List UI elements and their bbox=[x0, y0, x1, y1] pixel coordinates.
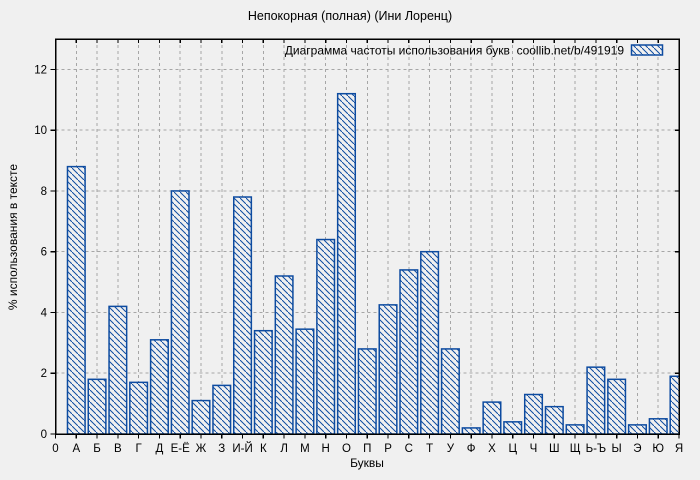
x-tick-label: К bbox=[260, 443, 267, 455]
axis-ticks bbox=[50, 39, 680, 439]
y-tick-label: 8 bbox=[41, 186, 47, 198]
bar-Г bbox=[129, 381, 149, 434]
y-tick-label: 6 bbox=[41, 247, 47, 259]
x-tick-label: Ю bbox=[652, 443, 664, 455]
x-tick-label: З bbox=[218, 443, 225, 455]
x-axis-label: Буквы bbox=[350, 456, 384, 470]
x-tick-label: С bbox=[405, 443, 413, 455]
x-tick-label: Н bbox=[322, 443, 330, 455]
bar-Э bbox=[627, 424, 647, 434]
y-tick-label: 0 bbox=[41, 429, 47, 441]
x-tick-label: Х bbox=[488, 443, 496, 455]
bar-Е-Ё bbox=[170, 190, 190, 434]
x-tick-label: А bbox=[72, 443, 80, 455]
bar-Ы bbox=[607, 378, 627, 434]
y-tick-label: 4 bbox=[41, 307, 48, 319]
x-tick-label: М bbox=[300, 443, 310, 455]
bar-Ц bbox=[503, 421, 523, 434]
bars-group bbox=[66, 92, 679, 434]
bar-Щ bbox=[565, 424, 585, 434]
bar-И-Й bbox=[233, 196, 253, 434]
bar-У bbox=[440, 348, 460, 434]
bar-С bbox=[399, 269, 419, 434]
x-tick-label: Б bbox=[93, 443, 101, 455]
bar-Р bbox=[378, 304, 398, 434]
bar-Ь-Ъ bbox=[586, 366, 606, 434]
x-tick-label: О bbox=[342, 443, 351, 455]
y-tick-label: 2 bbox=[41, 368, 47, 380]
x-tick-label: И-Й bbox=[232, 442, 252, 455]
bar-М bbox=[295, 328, 315, 434]
bar-З bbox=[212, 384, 232, 434]
legend-label: Диаграмма частоты использования букв coo… bbox=[285, 44, 625, 58]
x-tick-label: Ш bbox=[549, 443, 560, 455]
x-tick-label: Л bbox=[280, 443, 288, 455]
bar-Ш bbox=[544, 405, 564, 434]
bar-Л bbox=[274, 275, 294, 434]
bar-Т bbox=[420, 250, 440, 434]
bar-Д bbox=[149, 339, 169, 434]
x-tick-label: П bbox=[363, 443, 371, 455]
x-tick-label: Я bbox=[675, 443, 683, 455]
x-tick-label: Т bbox=[426, 443, 433, 455]
x-tick-label: Ф bbox=[467, 443, 476, 455]
bar-В bbox=[108, 305, 128, 434]
x-tick-label: Ж bbox=[196, 443, 207, 455]
x-tick-label: Щ bbox=[570, 443, 581, 455]
x-tick-label: Ц bbox=[508, 443, 517, 455]
y-tick-label: 12 bbox=[34, 64, 47, 76]
y-axis-label: % использования в тексте bbox=[6, 164, 20, 310]
chart-title: Непокорная (полная) (Ини Лоренц) bbox=[247, 9, 453, 23]
x-tick-label: Е-Ё bbox=[171, 443, 191, 455]
bar-Я bbox=[669, 375, 679, 434]
bar-Ж bbox=[191, 399, 211, 434]
legend-swatch bbox=[630, 44, 664, 56]
x-tick-label: Ь-Ъ bbox=[586, 443, 606, 455]
grid-lines bbox=[55, 39, 679, 434]
bar-А bbox=[66, 165, 86, 434]
x-tick-label: В bbox=[114, 443, 122, 455]
bar-Б bbox=[87, 378, 107, 434]
x-tick-label-origin: 0 bbox=[52, 443, 58, 455]
y-tick-label: 10 bbox=[34, 125, 47, 137]
x-tick-label: Д bbox=[156, 443, 164, 455]
x-tick-label: Ы bbox=[612, 443, 622, 455]
bar-Ю bbox=[648, 418, 668, 434]
x-tick-label: Г bbox=[136, 443, 143, 455]
x-tick-label: Ч bbox=[530, 443, 538, 455]
bar-Х bbox=[482, 401, 502, 434]
bar-Ф bbox=[461, 427, 481, 434]
bar-Ч bbox=[523, 393, 544, 434]
bar-О bbox=[336, 92, 357, 434]
bar-К bbox=[253, 329, 273, 434]
bar-П bbox=[357, 348, 377, 434]
x-tick-label: Э bbox=[633, 443, 641, 455]
x-tick-label: У bbox=[447, 443, 455, 455]
bar-Н bbox=[316, 238, 336, 434]
x-tick-label: Р bbox=[384, 443, 392, 455]
